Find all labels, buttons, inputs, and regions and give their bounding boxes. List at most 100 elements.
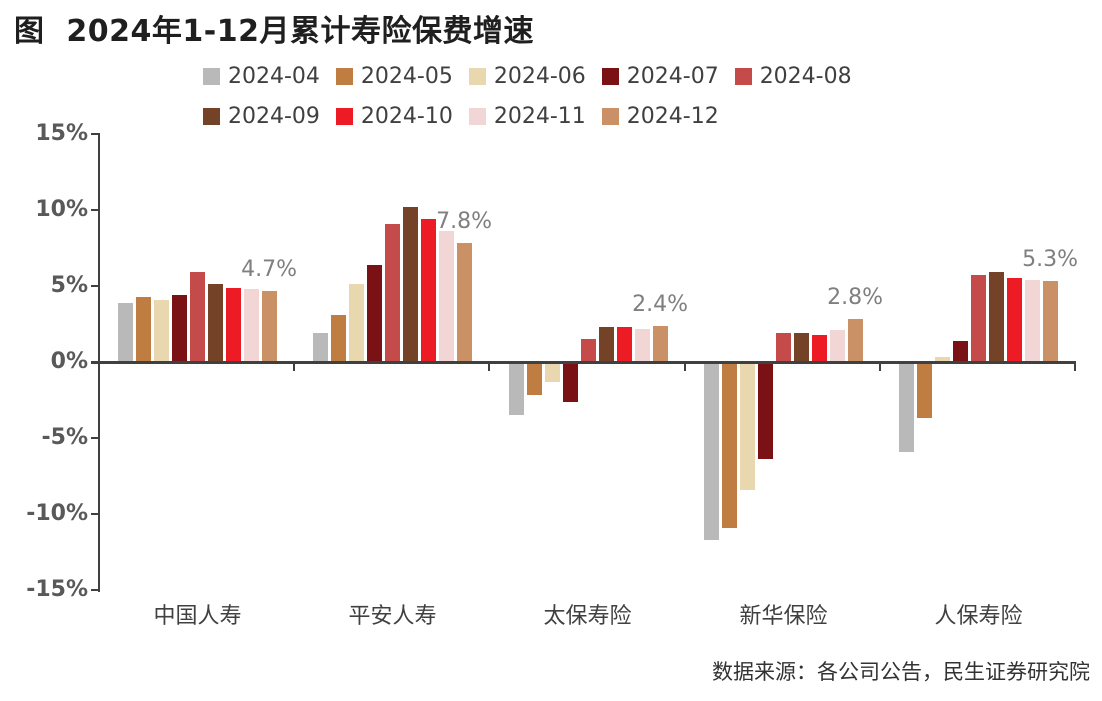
bar-平安人寿-2024-07	[367, 265, 382, 362]
bar-人保寿险-2024-05	[917, 362, 932, 418]
bar-新华保险-2024-05	[722, 362, 737, 528]
data-label: 7.8%	[436, 209, 492, 234]
bar-新华保险-2024-11	[830, 330, 845, 362]
bar-人保寿险-2024-07	[953, 341, 968, 362]
legend-swatch-icon	[601, 108, 619, 125]
legend-swatch-icon	[601, 68, 619, 85]
y-tick	[91, 133, 100, 135]
x-axis-boundary-tick	[684, 362, 686, 371]
legend-label: 2024-11	[493, 104, 586, 129]
bar-中国人寿-2024-08	[190, 272, 205, 362]
bar-人保寿险-2024-09	[989, 272, 1004, 362]
data-label: 2.8%	[827, 285, 883, 310]
bar-平安人寿-2024-10	[421, 219, 436, 362]
legend-item-2024-08: 2024-08	[734, 64, 852, 89]
x-axis-boundary-tick	[1074, 362, 1076, 371]
bar-新华保险-2024-07	[758, 362, 773, 459]
bar-新华保险-2024-04	[704, 362, 719, 540]
bar-中国人寿-2024-11	[244, 289, 259, 362]
bar-平安人寿-2024-06	[349, 284, 364, 362]
bar-中国人寿-2024-05	[136, 297, 151, 362]
chart-legend: 2024-04 2024-05 2024-06 2024-07 2024-08 2024-…	[203, 64, 917, 129]
legend-swatch-icon	[734, 68, 752, 85]
y-axis-tick-label: -5%	[41, 425, 88, 450]
bar-人保寿险-2024-04	[899, 362, 914, 452]
data-label: 4.7%	[241, 257, 297, 282]
bar-太保寿险-2024-07	[563, 362, 578, 402]
legend-label: 2024-09	[228, 104, 320, 129]
x-axis-category-label: 中国人寿	[153, 604, 242, 629]
legend-swatch-icon	[203, 108, 220, 125]
y-axis-tick-label: 10%	[35, 197, 88, 222]
bar-中国人寿-2024-07	[172, 295, 187, 362]
x-axis-category-label: 新华保险	[739, 604, 828, 629]
legend-label: 2024-10	[360, 104, 453, 129]
bar-平安人寿-2024-05	[331, 315, 346, 362]
legend-label: 2024-05	[360, 64, 453, 89]
bar-中国人寿-2024-06	[154, 300, 169, 362]
y-axis-tick-label: 5%	[50, 273, 88, 298]
legend-label: 2024-06	[493, 64, 586, 89]
bar-太保寿险-2024-09	[599, 327, 614, 362]
legend-item-2024-10: 2024-10	[335, 104, 453, 129]
legend-label: 2024-04	[228, 64, 320, 89]
legend-label: 2024-07	[626, 64, 719, 89]
legend-item-2024-07: 2024-07	[601, 64, 719, 89]
bar-新华保险-2024-10	[812, 335, 827, 362]
legend-item-2024-12: 2024-12	[601, 104, 719, 129]
bar-新华保险-2024-12	[848, 319, 863, 362]
bar-人保寿险-2024-10	[1007, 278, 1022, 362]
legend-label: 2024-12	[626, 104, 719, 129]
y-tick	[91, 285, 100, 287]
bar-太保寿险-2024-08	[581, 339, 596, 362]
bar-平安人寿-2024-11	[439, 231, 454, 362]
x-axis-category-label: 太保寿险	[543, 604, 632, 629]
legend-item-2024-04: 2024-04	[203, 64, 320, 89]
data-label: 5.3%	[1022, 247, 1078, 272]
x-axis-line	[91, 361, 1076, 364]
bar-太保寿险-2024-06	[545, 362, 560, 382]
legend-item-2024-11: 2024-11	[468, 104, 586, 129]
x-axis-boundary-tick	[488, 362, 490, 371]
y-tick	[91, 513, 100, 515]
legend-item-2024-06: 2024-06	[468, 64, 586, 89]
bar-平安人寿-2024-09	[403, 207, 418, 362]
source-note: 数据来源：各公司公告，民生证券研究院	[712, 660, 1090, 684]
bar-太保寿险-2024-05	[527, 362, 542, 395]
y-axis-tick-label: -15%	[26, 577, 88, 602]
legend-item-2024-05: 2024-05	[335, 64, 453, 89]
y-axis-tick-label: 15%	[35, 121, 88, 146]
bar-平安人寿-2024-08	[385, 224, 400, 362]
bar-中国人寿-2024-10	[226, 288, 241, 362]
bar-平安人寿-2024-12	[457, 243, 472, 362]
bar-太保寿险-2024-11	[635, 329, 650, 362]
x-axis-boundary-tick	[293, 362, 295, 371]
legend-item-2024-09: 2024-09	[203, 104, 320, 129]
data-label: 2.4%	[632, 292, 688, 317]
legend-swatch-icon	[335, 68, 353, 85]
y-tick	[91, 589, 100, 591]
bar-太保寿险-2024-04	[509, 362, 524, 415]
y-tick	[91, 209, 100, 211]
x-axis-boundary-tick	[879, 362, 881, 371]
bar-太保寿险-2024-12	[653, 326, 668, 362]
bar-人保寿险-2024-06	[935, 357, 950, 362]
bar-人保寿险-2024-11	[1025, 280, 1040, 362]
bar-中国人寿-2024-12	[262, 291, 277, 362]
bar-新华保险-2024-06	[740, 362, 755, 490]
x-axis-category-label: 平安人寿	[348, 604, 437, 629]
bar-新华保险-2024-08	[776, 333, 791, 362]
y-axis-tick-label: -10%	[26, 501, 88, 526]
y-tick	[91, 437, 100, 439]
bar-新华保险-2024-09	[794, 333, 809, 362]
chart-title: 图 2024年1-12月累计寿险保费增速	[14, 14, 534, 49]
legend-swatch-icon	[335, 108, 353, 125]
legend-swatch-icon	[468, 108, 486, 125]
legend-label: 2024-08	[759, 64, 852, 89]
bar-太保寿险-2024-10	[617, 327, 632, 362]
legend-swatch-icon	[203, 68, 220, 85]
bar-平安人寿-2024-04	[313, 333, 328, 362]
bar-中国人寿-2024-09	[208, 284, 223, 362]
